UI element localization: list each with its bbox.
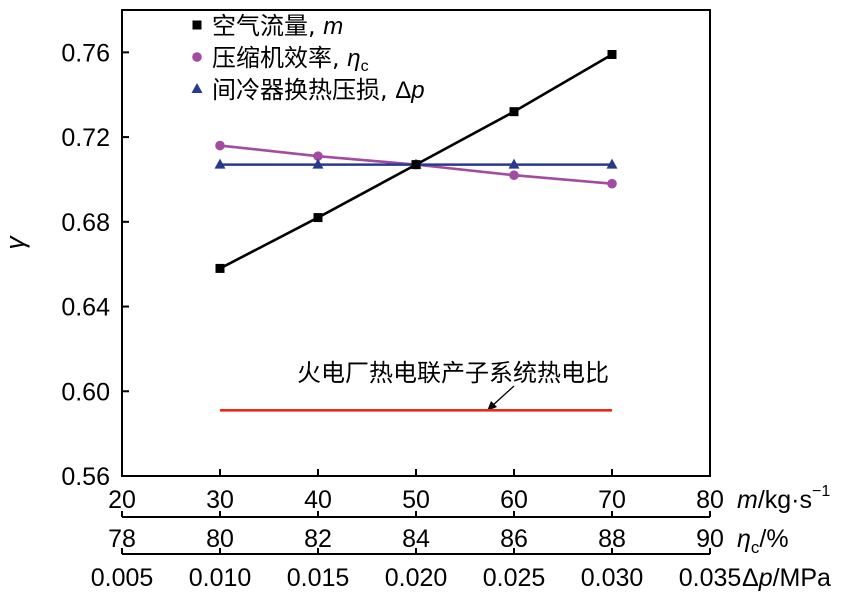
data-point <box>607 49 617 59</box>
annotation-arrow-head <box>487 401 497 411</box>
data-point <box>606 158 618 169</box>
y-tick-label: 0.68 <box>61 209 110 237</box>
series-square <box>215 49 617 273</box>
x-tick-label: 0.035 <box>679 564 742 592</box>
data-point <box>509 170 519 181</box>
y-tick-label: 0.72 <box>61 124 110 152</box>
x-tick-label: 30 <box>206 486 234 514</box>
data-point <box>411 160 421 170</box>
data-point <box>508 158 520 169</box>
data-point <box>313 151 323 161</box>
x-axis-dp: 0.005 0.010 0.015 0.020 0.025 0.030 0.035 Δp/MP… <box>91 548 831 592</box>
legend-marker <box>192 20 202 30</box>
legend-label: 压缩机效率, ηc <box>212 44 369 75</box>
y-tick-label: 0.56 <box>61 463 110 491</box>
data-point <box>509 107 519 117</box>
reference-line-label: 火电厂热电联产子系统热电比 <box>297 359 609 387</box>
y-axis: 0.56 0.60 0.64 0.68 0.72 0.76 <box>61 39 129 491</box>
legend-label: 间冷器换热压损, Δp <box>212 76 425 104</box>
legend-item: 间冷器换热压损, Δp <box>191 76 425 104</box>
annotation-arrow-shaft <box>491 385 515 407</box>
data-point <box>312 158 324 169</box>
x-tick-label: 20 <box>108 486 136 514</box>
series-group <box>214 49 618 273</box>
y-tick-label: 0.60 <box>61 378 110 406</box>
data-point <box>607 178 617 189</box>
x-tick-label: 60 <box>500 486 528 514</box>
y-tick-label: 0.76 <box>61 39 110 67</box>
legend-item: 压缩机效率, ηc <box>192 44 369 75</box>
legend-marker <box>191 83 203 93</box>
x-tick-label: 0.030 <box>581 564 644 592</box>
legend-item: 空气流量, m <box>192 12 343 40</box>
legend-marker <box>192 52 202 62</box>
x-tick-label: 80 <box>696 486 724 514</box>
x-tick-label: 0.010 <box>189 564 252 592</box>
x-axis-label: Δp/MPa <box>742 564 831 592</box>
data-point <box>313 213 323 223</box>
x-axes: 20 30 40 50 60 70 80 m/kg·s−178 80 82 84 86 88 90 ηc/%… <box>91 469 831 592</box>
y-axis-label: γ <box>0 235 30 250</box>
x-tick-label: 70 <box>598 486 626 514</box>
legend-label: 空气流量, m <box>212 12 343 40</box>
data-point <box>215 263 225 273</box>
x-tick-label: 0.005 <box>91 564 154 592</box>
reference-line-group: 火电厂热电联产子系统热电比 <box>220 359 612 412</box>
y-tick-label: 0.64 <box>61 294 110 322</box>
x-axis-eta: 78 80 82 84 86 88 90 ηc/% <box>108 511 789 557</box>
x-tick-label: 0.015 <box>287 564 350 592</box>
x-axis-label: m/kg·s−1 <box>737 483 830 514</box>
data-point <box>214 158 226 169</box>
x-axis-m: 20 30 40 50 60 70 80 m/kg·s−1 <box>108 469 830 514</box>
data-point <box>215 140 225 151</box>
x-tick-label: 0.020 <box>385 564 448 592</box>
x-tick-label: 0.025 <box>483 564 546 592</box>
x-axis-label: ηc/% <box>737 525 789 557</box>
x-tick-label: 50 <box>402 486 430 514</box>
x-tick-label: 40 <box>304 486 332 514</box>
